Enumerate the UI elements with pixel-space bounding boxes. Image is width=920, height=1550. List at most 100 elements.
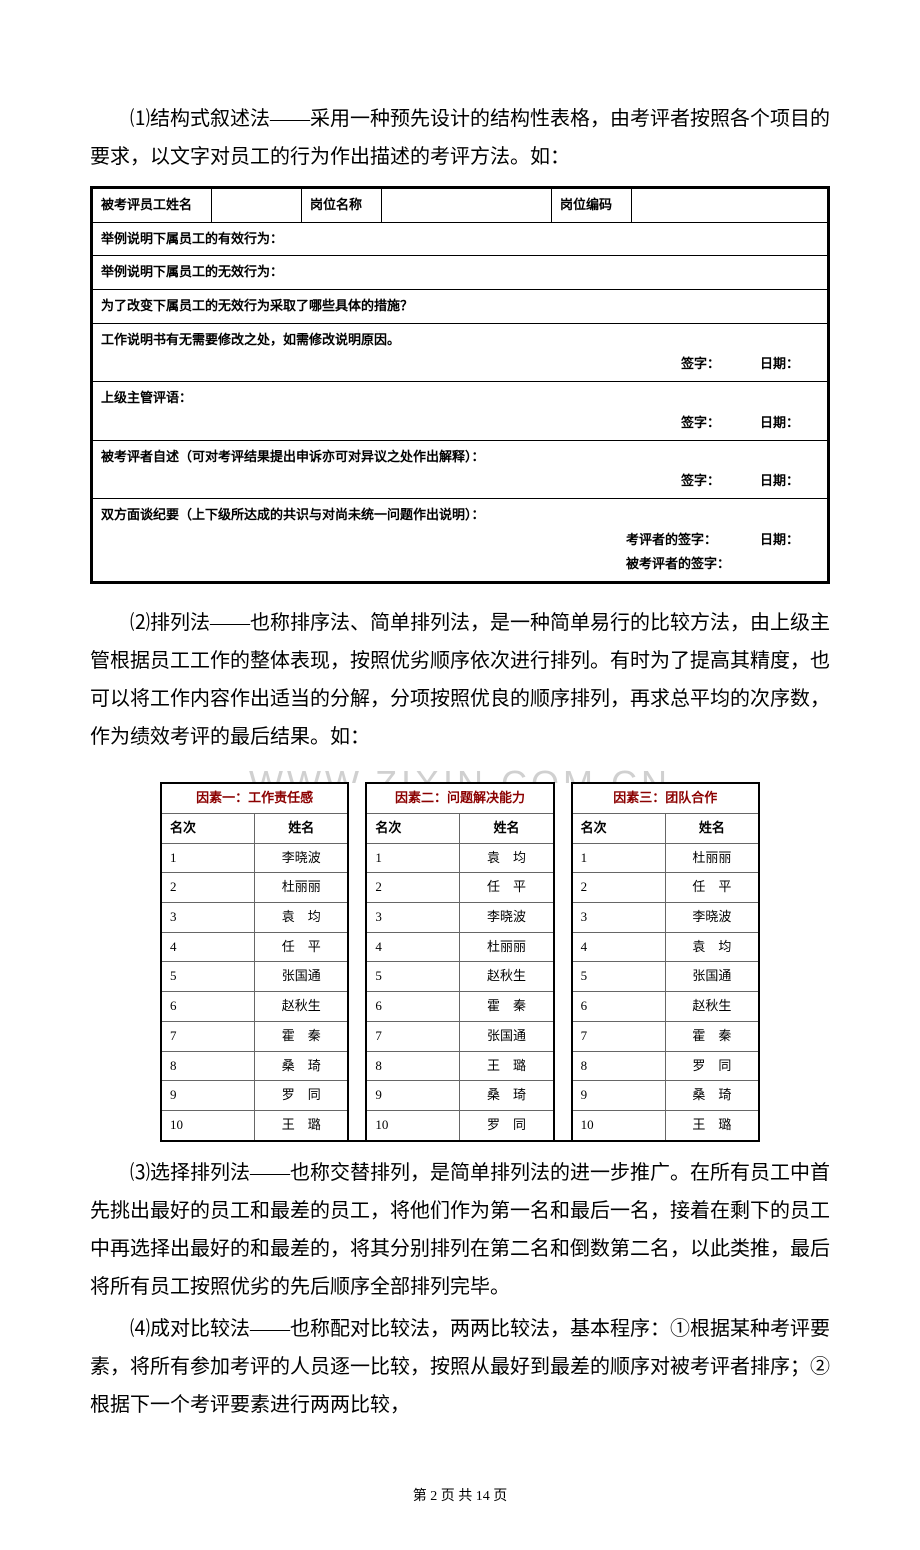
page-footer: 第 2 页 共 14 页 bbox=[90, 1484, 830, 1511]
name-cell: 袁 均 bbox=[255, 903, 349, 933]
name-cell: 王 璐 bbox=[255, 1110, 349, 1140]
sig-label: 签字： bbox=[681, 352, 720, 377]
name-cell: 霍 秦 bbox=[665, 1021, 759, 1051]
name-cell: 李晓波 bbox=[255, 843, 349, 873]
name-label: 姓名 bbox=[665, 814, 759, 844]
name-cell: 赵秋生 bbox=[460, 962, 554, 992]
gap bbox=[348, 962, 366, 992]
rank-cell: 3 bbox=[161, 903, 255, 933]
form-row-ineffective: 举例说明下属员工的无效行为： bbox=[92, 256, 829, 290]
rank-cell: 10 bbox=[572, 1110, 666, 1140]
form-label-name: 被考评员工姓名 bbox=[92, 188, 212, 223]
rank-cell: 7 bbox=[161, 1021, 255, 1051]
gap bbox=[554, 873, 572, 903]
rank-cell: 6 bbox=[572, 992, 666, 1022]
gap bbox=[554, 962, 572, 992]
ranking-table: 因素一：工作责任感 因素二：问题解决能力 因素三：团队合作 名次 姓名 名次 姓… bbox=[160, 782, 760, 1141]
name-cell: 霍 秦 bbox=[460, 992, 554, 1022]
form-blank bbox=[382, 188, 552, 223]
structured-form-table: 被考评员工姓名 岗位名称 岗位编码 举例说明下属员工的有效行为： 举例说明下属员… bbox=[90, 186, 830, 584]
factor-1-header: 因素一：工作责任感 bbox=[161, 783, 348, 813]
form-row-measures: 为了改变下属员工的无效行为采取了哪些具体的措施？ bbox=[92, 290, 829, 324]
gap bbox=[554, 903, 572, 933]
rank-cell: 5 bbox=[366, 962, 460, 992]
date-label: 日期： bbox=[760, 411, 799, 436]
rank-cell: 6 bbox=[366, 992, 460, 1022]
gap bbox=[348, 783, 366, 813]
rank-cell: 1 bbox=[366, 843, 460, 873]
rank-cell: 10 bbox=[366, 1110, 460, 1140]
rank-cell: 9 bbox=[366, 1081, 460, 1111]
gap bbox=[348, 843, 366, 873]
rank-cell: 10 bbox=[161, 1110, 255, 1140]
rank-cell: 8 bbox=[366, 1051, 460, 1081]
gap bbox=[348, 814, 366, 844]
gap bbox=[348, 1051, 366, 1081]
rank-cell: 2 bbox=[366, 873, 460, 903]
date-label: 日期： bbox=[760, 528, 799, 577]
name-cell: 袁 均 bbox=[460, 843, 554, 873]
paragraph-4: ⑷成对比较法——也称配对比较法，两两比较法，基本程序：①根据某种考评要素，将所有… bbox=[90, 1310, 830, 1424]
rank-cell: 9 bbox=[161, 1081, 255, 1111]
name-cell: 张国通 bbox=[665, 962, 759, 992]
form-label-post: 岗位名称 bbox=[302, 188, 382, 223]
rank-cell: 3 bbox=[572, 903, 666, 933]
rank-label: 名次 bbox=[161, 814, 255, 844]
form-row-effective: 举例说明下属员工的有效行为： bbox=[92, 222, 829, 256]
name-cell: 罗 同 bbox=[665, 1051, 759, 1081]
gap bbox=[348, 992, 366, 1022]
name-cell: 桑 琦 bbox=[460, 1081, 554, 1111]
paragraph-3: ⑶选择排列法——也称交替排列，是简单排列法的进一步推广。在所有员工中首先挑出最好… bbox=[90, 1154, 830, 1306]
form-text: 上级主管评语： bbox=[101, 390, 192, 405]
name-cell: 王 璐 bbox=[665, 1110, 759, 1140]
form-blank bbox=[632, 188, 829, 223]
name-cell: 赵秋生 bbox=[665, 992, 759, 1022]
form-blank bbox=[212, 188, 302, 223]
name-cell: 杜丽丽 bbox=[255, 873, 349, 903]
gap bbox=[554, 1110, 572, 1140]
gap bbox=[348, 873, 366, 903]
gap bbox=[348, 903, 366, 933]
name-cell: 赵秋生 bbox=[255, 992, 349, 1022]
name-cell: 袁 均 bbox=[665, 932, 759, 962]
paragraph-2: ⑵排列法——也称排序法、简单排列法，是一种简单易行的比较方法，由上级主管根据员工… bbox=[90, 604, 830, 756]
gap bbox=[348, 932, 366, 962]
gap bbox=[348, 1110, 366, 1140]
form-text: 工作说明书有无需要修改之处，如需修改说明原因。 bbox=[101, 332, 400, 347]
rank-cell: 4 bbox=[572, 932, 666, 962]
gap bbox=[554, 1051, 572, 1081]
form-text: 被考评者自述（可对考评结果提出申诉亦可对异议之处作出解释）： bbox=[101, 449, 485, 464]
name-label: 姓名 bbox=[460, 814, 554, 844]
form-label-code: 岗位编码 bbox=[552, 188, 632, 223]
form-row-selfdesc: 被考评者自述（可对考评结果提出申诉亦可对异议之处作出解释）： 签字：日期： bbox=[92, 440, 829, 498]
gap bbox=[554, 932, 572, 962]
form-row-meeting: 双方面谈纪要（上下级所达成的共识与对尚未统一问题作出说明）： 考评者的签字： 被… bbox=[92, 498, 829, 582]
rank-cell: 7 bbox=[366, 1021, 460, 1051]
rank-cell: 4 bbox=[366, 932, 460, 962]
name-cell: 霍 秦 bbox=[255, 1021, 349, 1051]
factor-2-header: 因素二：问题解决能力 bbox=[366, 783, 553, 813]
rank-cell: 4 bbox=[161, 932, 255, 962]
gap bbox=[554, 992, 572, 1022]
date-label: 日期： bbox=[760, 352, 799, 377]
name-cell: 张国通 bbox=[460, 1021, 554, 1051]
form-row-jobdesc: 工作说明书有无需要修改之处，如需修改说明原因。 签字： 日期： bbox=[92, 323, 829, 381]
name-cell: 杜丽丽 bbox=[460, 932, 554, 962]
sig-label: 签字： bbox=[681, 411, 720, 436]
rank-cell: 5 bbox=[161, 962, 255, 992]
name-cell: 李晓波 bbox=[665, 903, 759, 933]
name-cell: 任 平 bbox=[665, 873, 759, 903]
rank-cell: 1 bbox=[161, 843, 255, 873]
gap bbox=[554, 814, 572, 844]
rank-cell: 3 bbox=[366, 903, 460, 933]
gap bbox=[554, 783, 572, 813]
rank-cell: 7 bbox=[572, 1021, 666, 1051]
factor-3-header: 因素三：团队合作 bbox=[572, 783, 759, 813]
date-label: 日期： bbox=[760, 469, 799, 494]
name-cell: 王 璐 bbox=[460, 1051, 554, 1081]
rank-cell: 8 bbox=[572, 1051, 666, 1081]
evaluatee-sig-label: 被考评者的签字： bbox=[626, 552, 730, 577]
name-cell: 罗 同 bbox=[255, 1081, 349, 1111]
form-text: 双方面谈纪要（上下级所达成的共识与对尚未统一问题作出说明）： bbox=[101, 507, 485, 522]
rank-cell: 2 bbox=[161, 873, 255, 903]
